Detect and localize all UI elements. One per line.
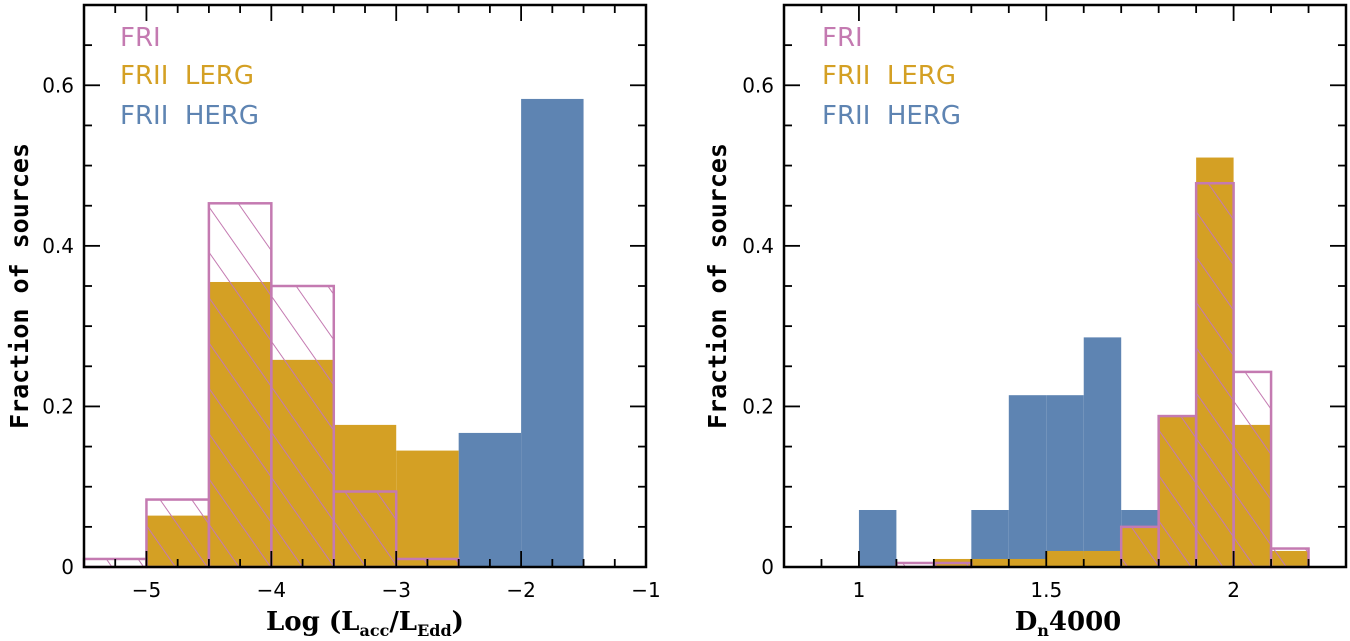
right-bar-fri-5 (1232, 370, 1273, 569)
left-bar-fri-2 (207, 202, 273, 569)
left-plot-frame (82, 3, 648, 569)
left-xlabel-sub2: Edd (417, 621, 452, 640)
left-bar-fri-3 (270, 284, 336, 569)
left-x-tick-label: −1 (631, 578, 660, 602)
right-bar-fri-4 (1194, 181, 1235, 569)
left-xlabel-mid: /L (389, 607, 417, 637)
right-legend-fri: FRI (822, 23, 863, 53)
right-bar-fri-6 (1269, 547, 1310, 569)
left-bar-fri-1 (145, 498, 211, 569)
left-bar-frii-herg-0 (458, 432, 522, 567)
left-xlabel-main: Log (L (266, 607, 359, 637)
left-legend: FRI FRII LERG FRII HERG (120, 23, 259, 131)
left-x-axis-label: Log (Lacc/LEdd) (266, 607, 464, 640)
right-bar-fri-2 (1119, 525, 1160, 569)
right-bar-frii-herg-2 (1008, 395, 1047, 567)
left-y-tick-label: 0 (61, 555, 74, 579)
right-bar-frii-herg-0 (858, 509, 897, 567)
right-x-tick-label: 2 (1227, 578, 1240, 602)
right-bar-fri-3 (1157, 414, 1198, 569)
right-x-axis-label: Dn4000 (1015, 607, 1122, 640)
left-histogram-panel: −5 −4 −3 −2 −1 0 0.2 0.4 0.6 FRI FRII LERG FRII … (5, 3, 661, 640)
right-xlabel-main: D (1015, 607, 1038, 637)
left-y-tick-label: 0.6 (42, 73, 74, 97)
left-bars (82, 98, 584, 569)
left-legend-frii-lerg: FRII LERG (120, 61, 254, 91)
right-bar-frii-herg-4 (1083, 337, 1122, 567)
left-y-tick-label: 0.4 (42, 234, 74, 258)
right-bar-frii-lerg-1 (971, 558, 1009, 567)
right-bar-frii-herg-3 (1046, 395, 1084, 567)
right-x-tick-label: 1 (853, 578, 866, 602)
left-legend-fri: FRI (120, 23, 161, 53)
left-x-tick-label: −5 (132, 578, 161, 602)
right-y-tick-label: 0.6 (742, 73, 774, 97)
right-bars (858, 157, 1310, 569)
right-xlabel-sub1: n (1037, 621, 1049, 640)
left-x-tick-label: −2 (506, 578, 535, 602)
right-histogram-panel: 1 1.5 200.20.40.6 FRI FRII LERG FRII HERG … (703, 3, 1348, 640)
left-bar-fri-4 (332, 490, 398, 569)
right-ticks: 1 1.5 2 0 0.2 0.4 0.6 (742, 4, 1347, 602)
right-y-axis-label: Fraction of sources (703, 143, 732, 429)
right-bar-frii-lerg-3 (1046, 550, 1084, 567)
left-y-axis-label: Fraction of sources (5, 143, 34, 429)
right-bar-frii-lerg-2 (1008, 558, 1047, 567)
left-xlabel-sub1: acc (359, 621, 389, 640)
right-y-tick-label: 0.2 (742, 394, 774, 418)
right-legend-frii-lerg: FRII LERG (822, 61, 956, 91)
left-bar-frii-herg-1 (521, 98, 584, 567)
right-bar-frii-lerg-4 (1083, 550, 1122, 567)
right-xlabel-mid: 4000 (1049, 607, 1121, 637)
right-plot-frame (782, 3, 1348, 569)
right-y-tick-label: 0 (761, 555, 774, 579)
left-ticks: −5 −4 −3 −2 −1 0 0.2 0.4 0.6 (42, 4, 661, 602)
left-x-tick-label: −4 (257, 578, 286, 602)
left-y-tick-label: 0.2 (42, 394, 74, 418)
right-legend-frii-herg: FRII HERG (822, 101, 961, 131)
right-bar-frii-herg-1 (971, 509, 1009, 567)
left-x-tick-label: −3 (381, 578, 410, 602)
left-legend-frii-herg: FRII HERG (120, 101, 259, 131)
left-bar-frii-lerg-4 (396, 450, 459, 567)
right-x-tick-label: 1.5 (1030, 578, 1062, 602)
right-y-tick-label: 0.4 (742, 234, 774, 258)
right-legend: FRI FRII LERG FRII HERG (822, 23, 961, 131)
left-xlabel-end: ) (452, 607, 464, 637)
